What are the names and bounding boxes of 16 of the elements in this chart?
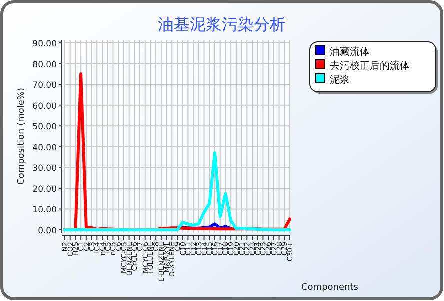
legend-label: 泥浆 [330, 74, 350, 86]
y-tick-label: 80.00 [32, 60, 57, 70]
legend-label: 去污校正后的流体 [330, 60, 410, 72]
y-tick-label: 40.00 [32, 143, 57, 154]
legend-label: 油藏流体 [330, 46, 370, 58]
y-tick-label: 70.00 [32, 81, 57, 92]
y-tick-label: 10.00 [32, 206, 57, 216]
y-tick-label: 60.00 [32, 102, 57, 112]
y-tick-label: 50.00 [32, 122, 57, 133]
chart-title: 油基泥浆污染分析 [158, 15, 286, 34]
y-tick-label: 20.00 [32, 184, 57, 195]
y-axis-title: Composition (mole%) [17, 88, 27, 185]
y-tick-label: 90.00 [32, 40, 57, 50]
y-tick-label: 0.00 [38, 226, 57, 236]
x-axis-title: Components [302, 283, 359, 293]
y-tick-label: 30.00 [32, 164, 57, 174]
